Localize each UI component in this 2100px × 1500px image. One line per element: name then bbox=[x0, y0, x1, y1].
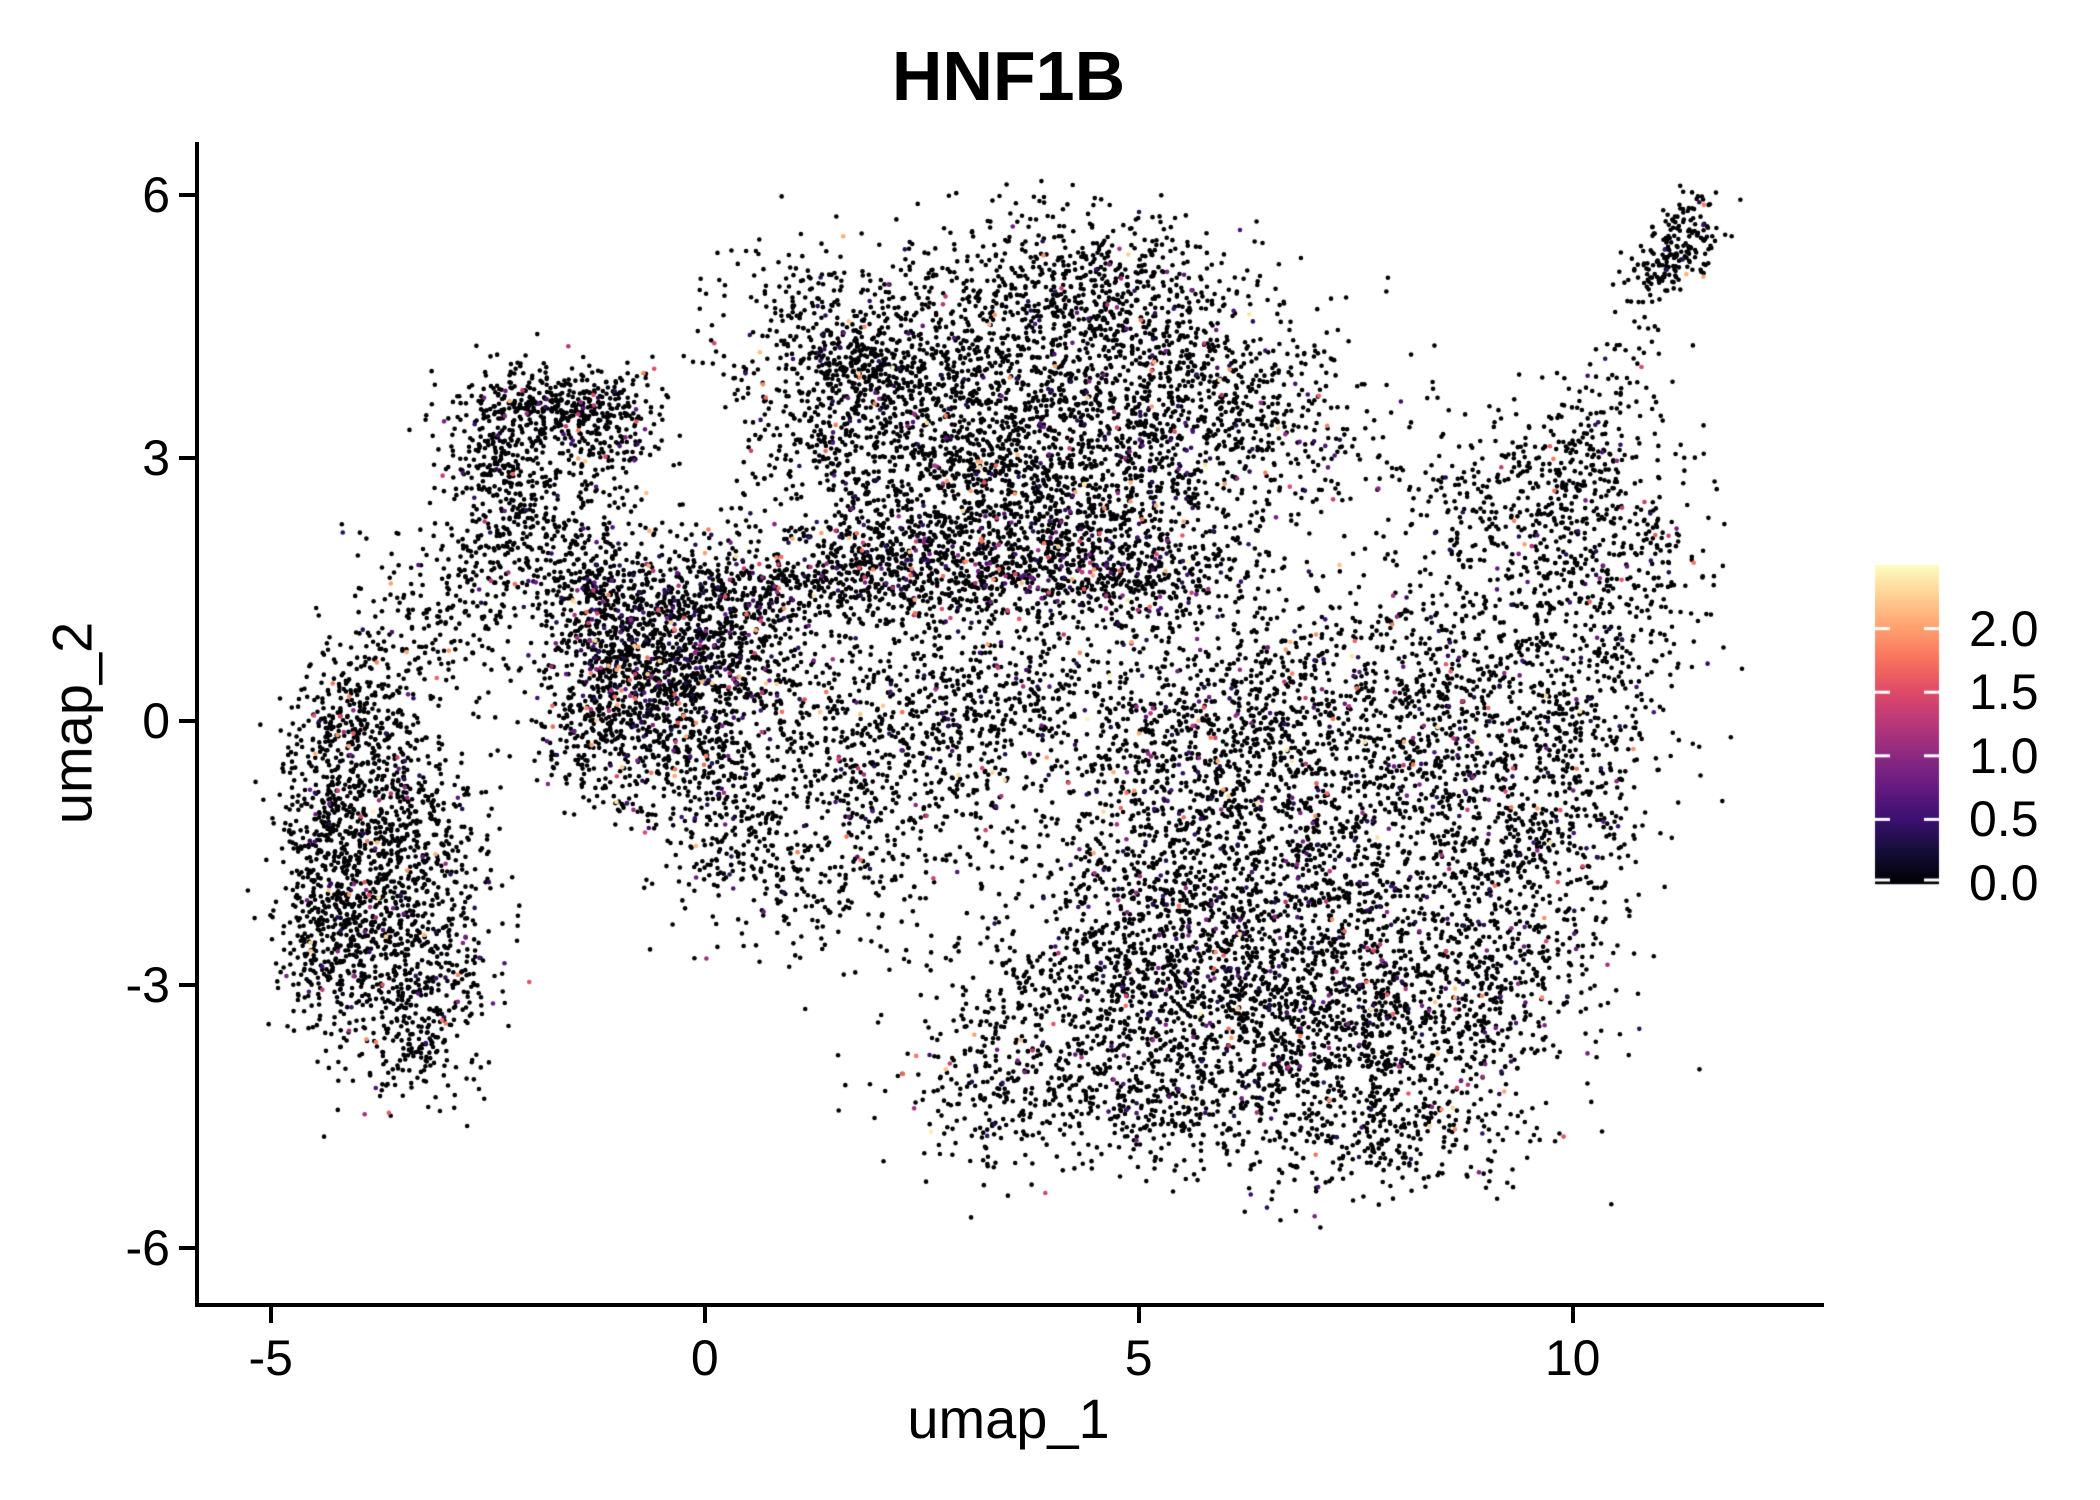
x-tick-mark bbox=[1136, 1307, 1141, 1323]
plot-title: HNF1B bbox=[891, 37, 1126, 115]
colorbar-tick-label: 0.0 bbox=[1969, 855, 2039, 911]
x-tick-label: 0 bbox=[690, 1330, 719, 1386]
y-tick-label: 6 bbox=[142, 166, 170, 223]
y-tick-label: -3 bbox=[125, 956, 170, 1013]
x-tick-mark bbox=[1570, 1307, 1575, 1323]
x-tick-label: 10 bbox=[1544, 1330, 1601, 1386]
x-tick-label: 5 bbox=[1124, 1330, 1153, 1386]
colorbar-tick-label: 2.0 bbox=[1969, 600, 2039, 657]
y-axis-line bbox=[195, 142, 199, 1307]
y-tick-label: 3 bbox=[142, 429, 170, 486]
y-tick-label: 0 bbox=[142, 693, 170, 750]
colorbar-tick-label: 1.5 bbox=[1969, 664, 2039, 721]
y-tick-mark bbox=[179, 719, 195, 724]
colorbar-tick-label: 1.0 bbox=[1969, 727, 2039, 784]
y-tick-mark bbox=[179, 1245, 195, 1250]
x-axis-line bbox=[195, 1303, 1824, 1307]
y-tick-mark bbox=[179, 455, 195, 460]
x-tick-mark bbox=[702, 1307, 707, 1323]
y-tick-mark bbox=[179, 982, 195, 987]
y-tick-label: -6 bbox=[125, 1219, 170, 1276]
colorbar-tick-label: 0.5 bbox=[1969, 791, 2039, 848]
x-tick-mark bbox=[268, 1307, 273, 1323]
x-axis-title: umap_1 bbox=[907, 1387, 1110, 1450]
x-tick-label: -5 bbox=[248, 1330, 293, 1386]
y-tick-mark bbox=[179, 192, 195, 197]
